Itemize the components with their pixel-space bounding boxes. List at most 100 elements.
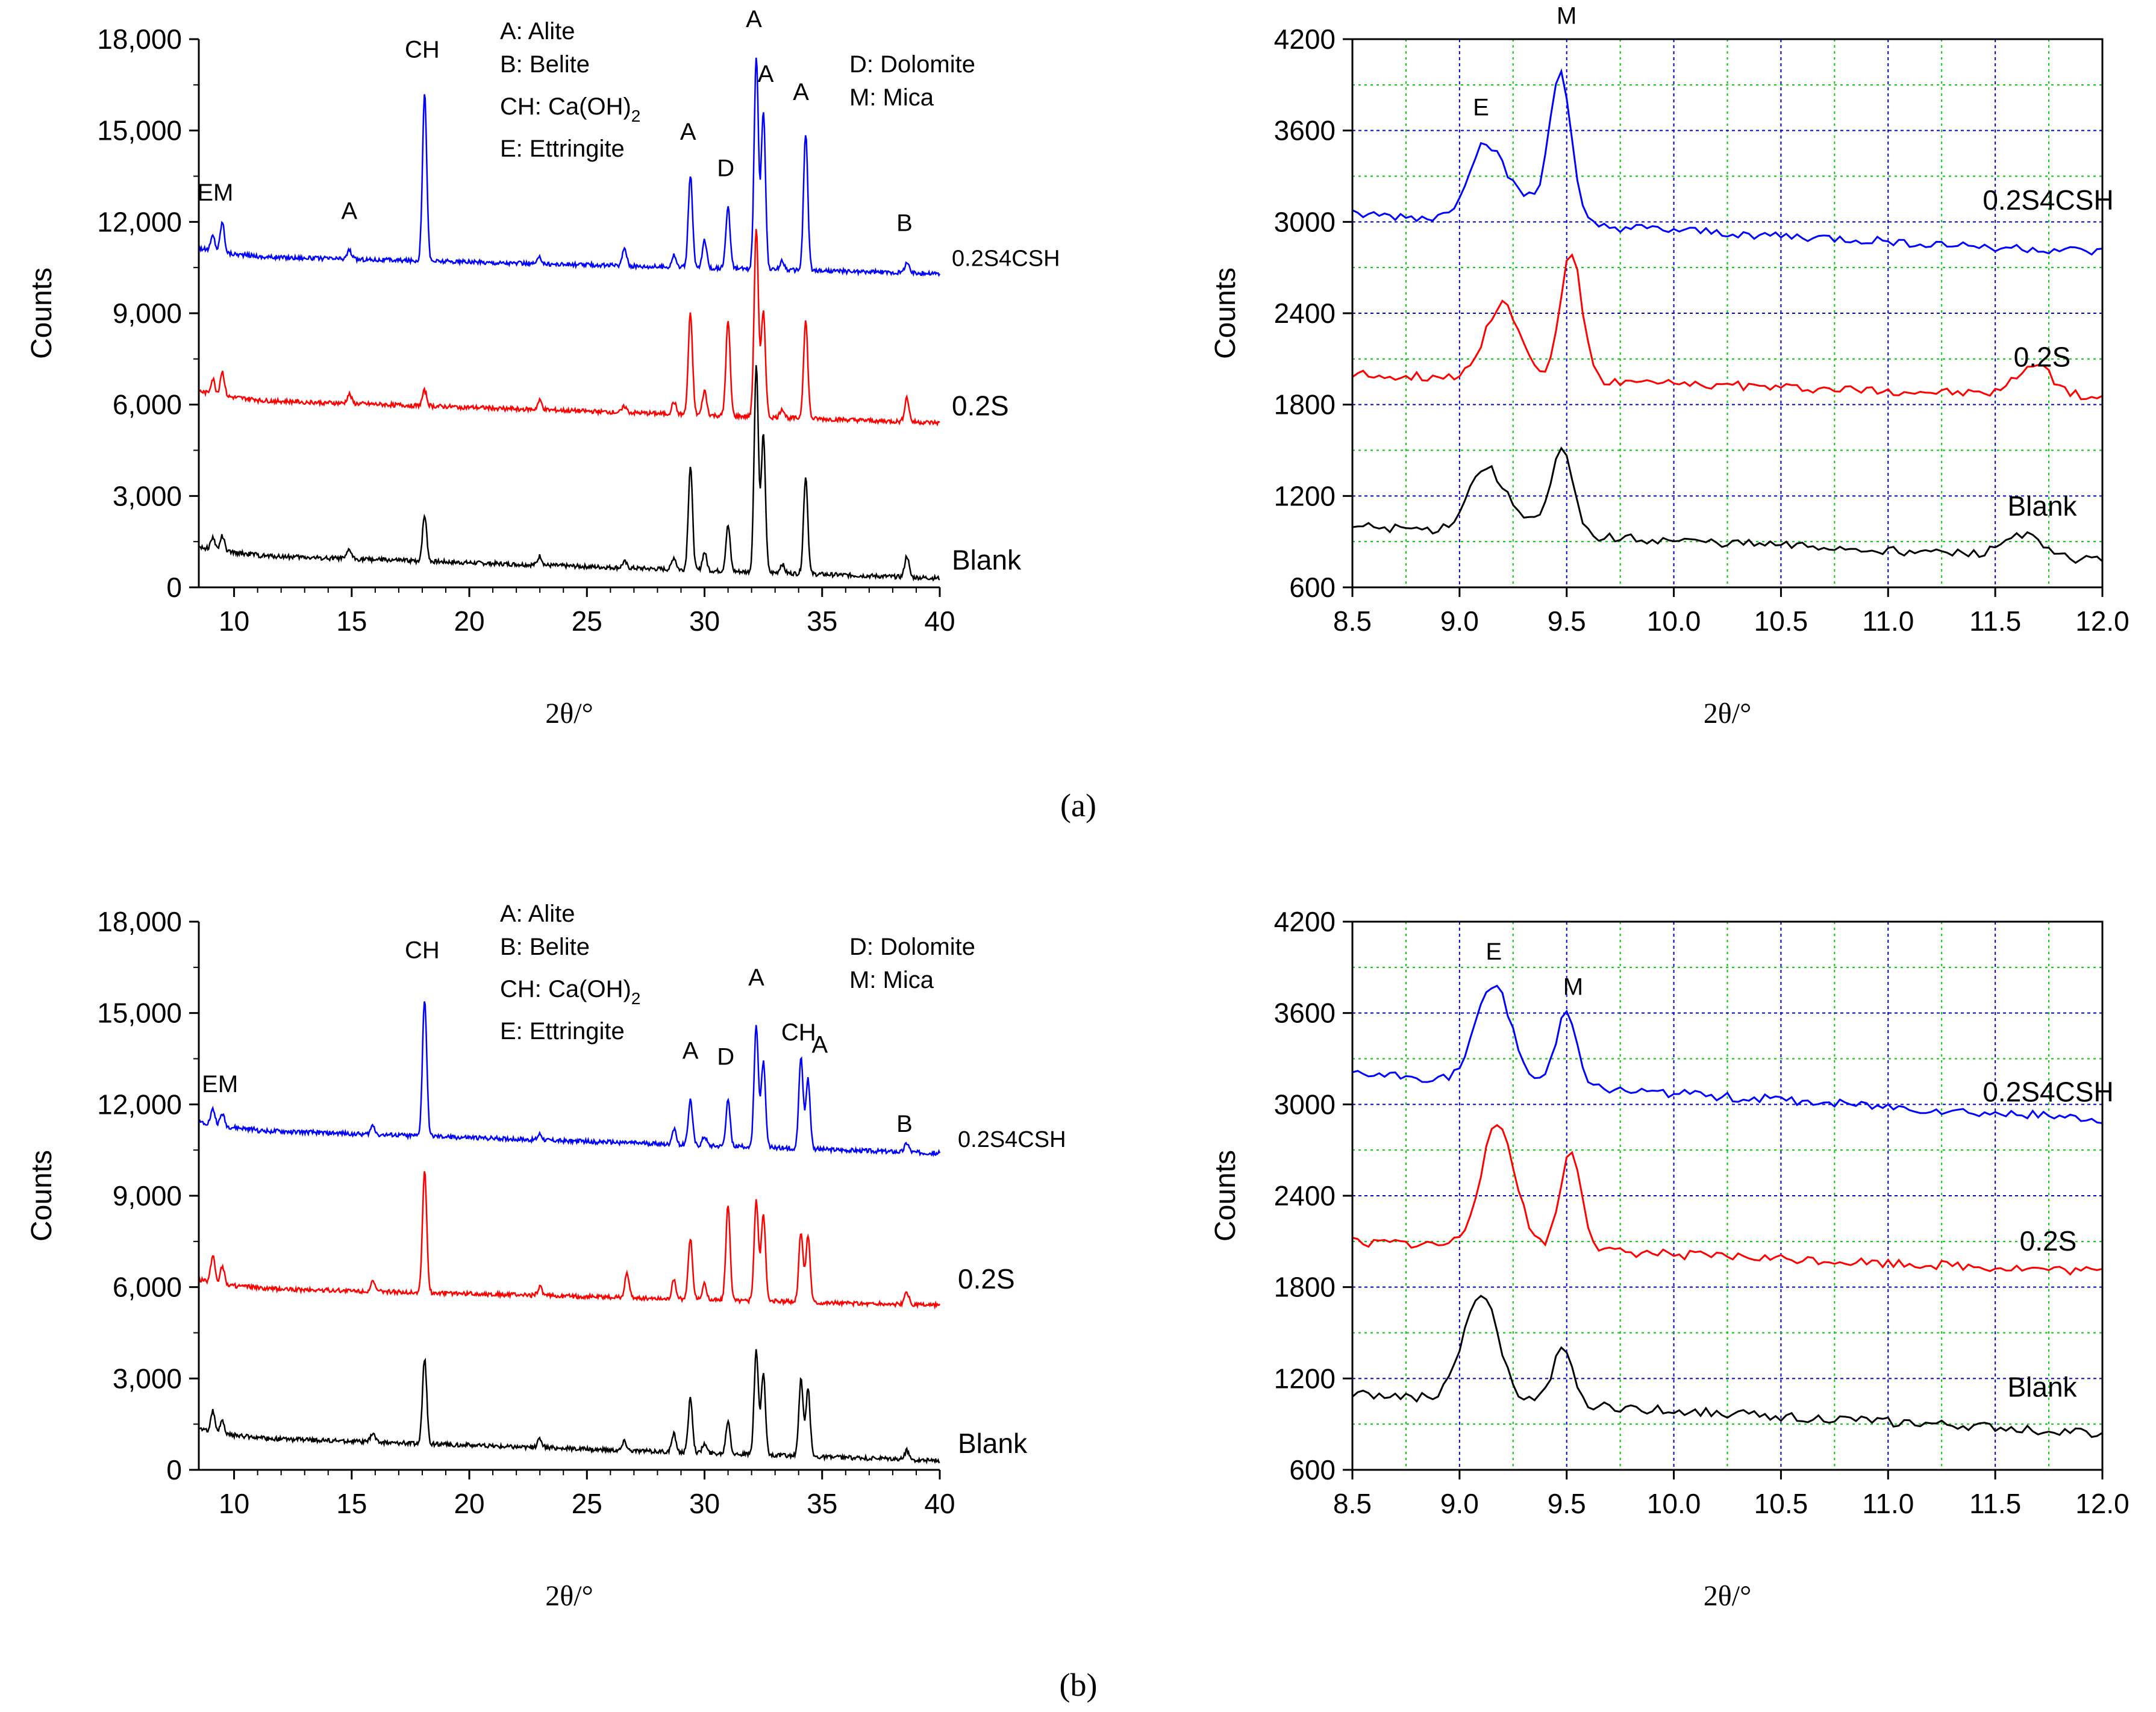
series-line-0.2S4CSH <box>198 57 941 277</box>
x-tick-label: 20 <box>454 605 484 637</box>
x-tick-label: 8.5 <box>1333 605 1372 637</box>
chart-b-left: 10 15 20 25 30 35 40 0 3,000 6,000 9,000 12,000 15,0… <box>26 901 1066 1612</box>
series-label: 0.2S4CSH <box>1983 1076 2113 1107</box>
series-label: Blank <box>952 545 1022 576</box>
y-tick-label: 9,000 <box>113 298 182 329</box>
x-tick-label: 11.5 <box>1969 605 2021 637</box>
chart-a-right: 8.5 9.0 9.5 10.0 10.5 11.0 11.5 12.0 600 1200 1800… <box>1210 3 2129 729</box>
y-axis-label: Counts <box>26 267 58 359</box>
legend-entry: B: Belite <box>500 934 590 960</box>
series-line-0.2S4CSH <box>198 1001 941 1158</box>
peak-annotation: A <box>683 1038 699 1064</box>
legend-subscript: 2 <box>631 989 641 1008</box>
series-line-Blank <box>1352 1295 2103 1439</box>
y-tick-label: 4200 <box>1274 23 1336 55</box>
x-tick-label: 9.0 <box>1440 1488 1479 1519</box>
x-tick-label: 40 <box>924 1488 955 1519</box>
x-tick-label: 30 <box>689 1488 720 1519</box>
peak-annotation: A <box>342 198 358 224</box>
x-tick-label: 25 <box>572 605 602 637</box>
legend-entry: B: Belite <box>500 51 590 78</box>
x-axis-label: 2θ/° <box>1704 698 1752 729</box>
peak-annotation: A <box>812 1031 828 1058</box>
y-tick-label: 4200 <box>1274 906 1336 937</box>
legend-entry: CH: Ca(OH)2 <box>500 93 640 125</box>
y-tick-label: 3600 <box>1274 998 1336 1029</box>
peak-annotation: EM <box>197 180 233 206</box>
peak-annotation: CH <box>405 937 440 964</box>
series-label: 0.2S4CSH <box>958 1127 1066 1152</box>
peak-annotation: M <box>1563 973 1583 1000</box>
y-tick-label: 18,000 <box>97 906 182 937</box>
series-line-Blank <box>198 1349 940 1464</box>
y-tick-label: 15,000 <box>97 115 182 146</box>
x-tick-label: 12.0 <box>2075 1488 2129 1519</box>
x-tick-label: 9.0 <box>1440 605 1479 637</box>
chart-a-left: 10 15 20 25 30 35 40 0 3,000 6,000 9,000 12,000 15,0… <box>26 6 1060 729</box>
x-tick-label: 15 <box>336 605 367 637</box>
peak-annotation: A <box>746 6 762 33</box>
legend-entry: A: Alite <box>500 18 575 45</box>
y-axis-label: Counts <box>26 1150 58 1242</box>
x-tick-label: 11.0 <box>1862 1488 1914 1519</box>
x-tick-label: 35 <box>807 605 837 637</box>
y-tick-label: 9,000 <box>113 1180 182 1211</box>
x-tick-label: 10.0 <box>1647 1488 1701 1519</box>
x-tick-label: 25 <box>572 1488 602 1519</box>
caption-a: (a) <box>1060 787 1096 823</box>
caption-b: (b) <box>1060 1667 1098 1703</box>
series-label: 0.2S <box>952 390 1009 421</box>
series-line-0.2S4CSH <box>1352 68 2103 256</box>
peak-annotation: M <box>1557 3 1576 30</box>
x-tick-label: 9.5 <box>1548 605 1586 637</box>
y-tick-label: 6,000 <box>113 1272 182 1303</box>
y-tick-label: 12,000 <box>97 1089 182 1120</box>
peak-annotation: D <box>717 155 734 182</box>
x-tick-label: 40 <box>924 605 955 637</box>
y-tick-label: 3600 <box>1274 115 1336 146</box>
peak-annotation: CH <box>405 36 440 63</box>
series-line-0.2S <box>1352 253 2103 401</box>
peak-annotation: EM <box>202 1071 238 1098</box>
y-tick-label: 2400 <box>1274 1180 1336 1211</box>
legend-entry: E: Ettringite <box>500 136 625 162</box>
peak-annotation: D <box>717 1044 734 1070</box>
peak-annotation: A <box>748 964 764 991</box>
x-tick-label: 15 <box>336 1488 367 1519</box>
x-tick-label: 20 <box>454 1488 484 1519</box>
y-tick-label: 15,000 <box>97 998 182 1029</box>
legend-subscript: 2 <box>631 107 641 125</box>
legend-entry: D: Dolomite <box>849 51 975 78</box>
x-tick-label: 10.5 <box>1754 1488 1808 1519</box>
legend-entry: M: Mica <box>849 84 934 111</box>
y-tick-label: 0 <box>166 572 182 603</box>
series-line-0.2S <box>1352 1123 2103 1276</box>
peak-annotation: B <box>896 1111 913 1137</box>
series-line-Blank <box>1352 446 2103 564</box>
x-tick-label: 10 <box>219 605 249 637</box>
x-axis-label: 2θ/° <box>1704 1580 1752 1612</box>
series-label: Blank <box>2007 1372 2077 1403</box>
x-tick-label: 12.0 <box>2075 605 2129 637</box>
chart-b-right: 8.5 9.0 9.5 10.0 10.5 11.0 11.5 12.0 600 1200 1800… <box>1210 906 2129 1612</box>
x-tick-label: 10.0 <box>1647 605 1701 637</box>
x-tick-label: 10.5 <box>1754 605 1808 637</box>
y-tick-label: 1200 <box>1274 480 1336 511</box>
y-axis-label: Counts <box>1210 267 1242 359</box>
y-tick-label: 6,000 <box>113 389 182 420</box>
y-tick-label: 1800 <box>1274 1272 1336 1303</box>
y-tick-label: 1200 <box>1274 1363 1336 1394</box>
series-line-0.2S4CSH <box>1352 984 2103 1124</box>
y-tick-label: 600 <box>1289 1454 1336 1486</box>
y-tick-label: 3000 <box>1274 1089 1336 1120</box>
y-axis-label: Counts <box>1210 1150 1242 1242</box>
x-tick-label: 9.5 <box>1548 1488 1586 1519</box>
x-tick-label: 11.0 <box>1862 605 1914 637</box>
legend-entry: CH: Ca(OH)2 <box>500 976 640 1008</box>
series-label: Blank <box>2007 490 2077 522</box>
y-tick-label: 3,000 <box>113 1363 182 1394</box>
peak-annotation: B <box>896 210 913 237</box>
peak-annotation: E <box>1473 94 1489 120</box>
series-label: 0.2S <box>2014 341 2071 372</box>
